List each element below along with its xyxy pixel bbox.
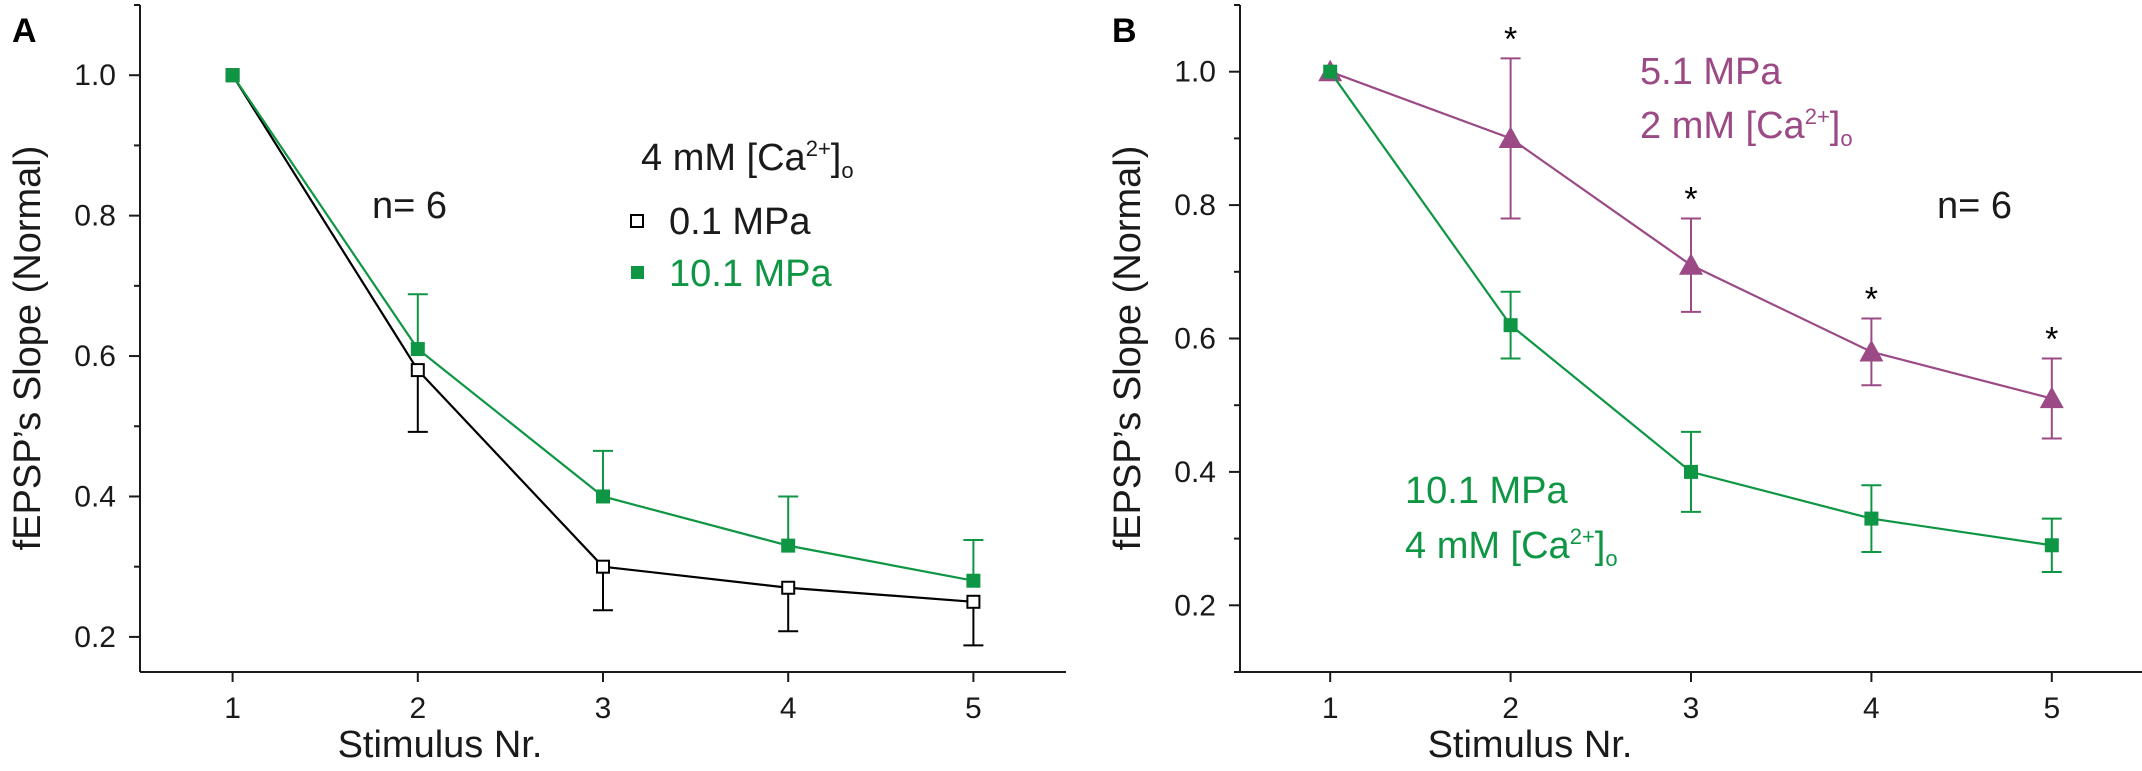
data-point <box>2039 386 2064 409</box>
y-tick-label: 0.6 <box>1174 323 1216 356</box>
panel-b-letter: B <box>1112 12 1137 50</box>
green-label-pre: 4 mM [Ca <box>1405 525 1571 567</box>
legend-title-sub: o <box>841 158 853 183</box>
data-point <box>410 363 425 378</box>
panel-a: A fEPSP’s Slope (Normal) Stimulus Nr. n=… <box>7 4 1066 766</box>
x-tick-label: 3 <box>1683 692 1700 725</box>
panel-b-plot: 1 2 3 4 5 0.2 0.4 0.6 0.8 1.0 * * * * <box>1174 4 2142 725</box>
series-line <box>231 74 974 582</box>
y-tick-label: 1.0 <box>1174 56 1216 89</box>
series-1 <box>225 68 984 588</box>
x-tick-label: 4 <box>780 692 797 725</box>
legend-open-square-marker <box>630 214 644 228</box>
data-point <box>1498 126 1523 148</box>
panel-a-legend-title: 4 mM [Ca2+]o <box>641 136 854 183</box>
y-tick-label: 0.2 <box>1174 589 1216 622</box>
data-point <box>1864 511 1879 526</box>
x-tick-label: 5 <box>965 692 982 725</box>
data-point <box>596 489 610 504</box>
significance-star: * <box>2045 321 2058 359</box>
data-point <box>1859 339 1884 362</box>
x-tick-label: 3 <box>595 692 612 725</box>
purple-label-line1: 5.1 MPa <box>1640 51 1782 93</box>
panel-b-n-label: n= 6 <box>1937 185 2012 227</box>
legend-title-post: ] <box>831 137 842 179</box>
y-tick-label: 0.6 <box>74 340 116 373</box>
green-label-sup: 2+ <box>1570 524 1595 549</box>
panel-a-legend-entry-1: 10.1 MPa <box>631 253 833 295</box>
purple-label-sup: 2+ <box>1805 104 1830 129</box>
x-tick-label: 2 <box>409 692 426 725</box>
data-point <box>1684 464 1698 479</box>
panel-a-n-label: n= 6 <box>372 185 447 227</box>
data-point <box>410 342 425 357</box>
panel-a-legend-entry-0: 0.1 MPa <box>630 201 811 243</box>
panel-a-legend-label-0: 0.1 MPa <box>669 201 811 243</box>
x-tick-label: 1 <box>224 692 241 725</box>
data-point <box>781 580 796 595</box>
legend-title-sup: 2+ <box>806 136 831 161</box>
data-point <box>781 538 796 553</box>
data-point <box>966 573 981 588</box>
legend-title-pre: 4 mM [Ca <box>641 137 807 179</box>
data-point <box>966 594 981 609</box>
legend-filled-square-marker <box>631 266 644 279</box>
y-tick-label: 0.8 <box>74 200 116 233</box>
y-tick-label: 0.4 <box>1174 456 1216 489</box>
panel-b-purple-label: 5.1 MPa 2 mM [Ca2+]o <box>1640 51 1853 151</box>
x-tick-label: 1 <box>1322 692 1339 725</box>
panel-a-legend-label-1: 10.1 MPa <box>669 253 833 295</box>
significance-star: * <box>1865 280 1878 318</box>
purple-label-pre: 2 mM [Ca <box>1640 105 1806 147</box>
x-tick-label: 4 <box>1863 692 1880 725</box>
significance-star: * <box>1504 20 1517 58</box>
green-label-sub: o <box>1605 546 1617 571</box>
green-label-line1: 10.1 MPa <box>1405 470 1569 512</box>
panel-a-y-axis-title: fEPSP’s Slope (Normal) <box>7 146 49 551</box>
data-point <box>1503 318 1518 333</box>
green-label-post: ] <box>1595 525 1606 567</box>
series-1 <box>1323 64 2062 573</box>
data-point <box>1323 64 1338 79</box>
y-tick-label: 1.0 <box>74 59 116 92</box>
data-point <box>596 559 610 574</box>
panel-a-plot: 1 2 3 4 5 0.2 0.4 0.6 0.8 1.0 <box>74 4 1066 725</box>
y-tick-label: 0.4 <box>74 480 116 513</box>
data-point <box>225 68 240 83</box>
y-tick-label: 0.8 <box>1174 189 1216 222</box>
purple-label-sub: o <box>1840 126 1852 151</box>
significance-star: * <box>1684 180 1697 218</box>
series-line <box>231 74 974 603</box>
purple-label-line2: 2 mM [Ca2+]o <box>1640 104 1853 151</box>
data-point <box>1679 253 1703 275</box>
data-point <box>2044 538 2059 553</box>
panel-b-green-label: 10.1 MPa 4 mM [Ca2+]o <box>1405 470 1618 571</box>
green-label-line2: 4 mM [Ca2+]o <box>1405 524 1618 571</box>
panel-b-x-axis-title: Stimulus Nr. <box>1428 724 1633 766</box>
panel-b: B fEPSP’s Slope (Normal) Stimulus Nr. n=… <box>1107 4 2142 766</box>
panel-a-x-axis-title: Stimulus Nr. <box>338 724 543 766</box>
x-tick-label: 5 <box>2043 692 2060 725</box>
y-tick-label: 0.2 <box>74 621 116 654</box>
x-tick-label: 2 <box>1502 692 1519 725</box>
panel-b-y-axis-title: fEPSP’s Slope (Normal) <box>1107 146 1149 551</box>
series-0 <box>225 68 984 647</box>
panel-a-letter: A <box>12 12 37 50</box>
series-0 <box>1318 57 2064 440</box>
purple-label-post: ] <box>1830 105 1841 147</box>
